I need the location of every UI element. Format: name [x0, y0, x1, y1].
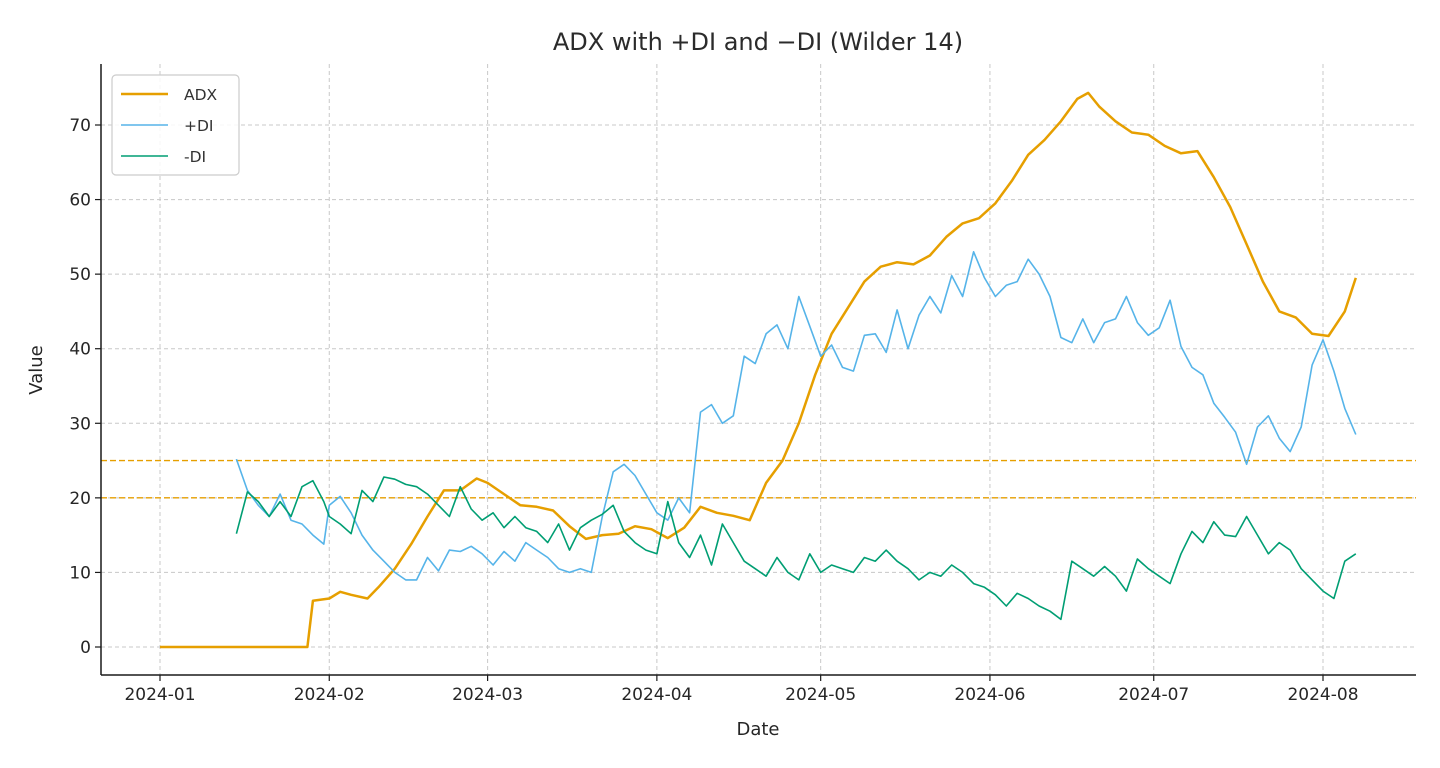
x-axis-ticks: 2024-01 2024-02 2024-03 2024-04 2024-05 2024-… — [124, 675, 1359, 705]
x-tick-label: 2024-01 — [124, 685, 195, 705]
y-tick-label: 60 — [69, 191, 91, 211]
x-tick-label: 2024-08 — [1287, 685, 1358, 705]
y-tick-label: 50 — [69, 265, 91, 285]
axes — [100, 64, 1416, 676]
legend: ADX +DI -DI — [111, 74, 240, 176]
legend-label: -DI — [184, 148, 206, 166]
series-adx — [160, 91, 1357, 649]
series-di-plus — [235, 251, 1357, 581]
chart-title: ADX with +DI and −DI (Wilder 14) — [553, 28, 963, 56]
y-tick-label: 0 — [80, 638, 91, 658]
reference-lines — [101, 459, 1416, 499]
y-tick-label: 10 — [69, 563, 91, 583]
y-axis-ticks: 0 10 20 30 40 50 60 70 — [69, 116, 101, 658]
y-tick-label: 70 — [69, 116, 91, 136]
y-tick-label: 40 — [69, 340, 91, 360]
legend-label: ADX — [184, 86, 218, 104]
x-axis-label: Date — [736, 719, 779, 740]
y-tick-label: 20 — [69, 489, 91, 509]
series-di-minus — [235, 476, 1357, 621]
x-tick-label: 2024-03 — [452, 685, 523, 705]
legend-label: +DI — [184, 117, 214, 135]
x-tick-label: 2024-05 — [785, 685, 856, 705]
y-axis-label: Value — [26, 345, 47, 394]
grid-lines — [101, 64, 1416, 675]
x-tick-label: 2024-04 — [621, 685, 692, 705]
y-tick-label: 30 — [69, 414, 91, 434]
x-tick-label: 2024-06 — [954, 685, 1025, 705]
x-tick-label: 2024-07 — [1118, 685, 1189, 705]
x-tick-label: 2024-02 — [294, 685, 365, 705]
series-lines — [160, 91, 1357, 649]
